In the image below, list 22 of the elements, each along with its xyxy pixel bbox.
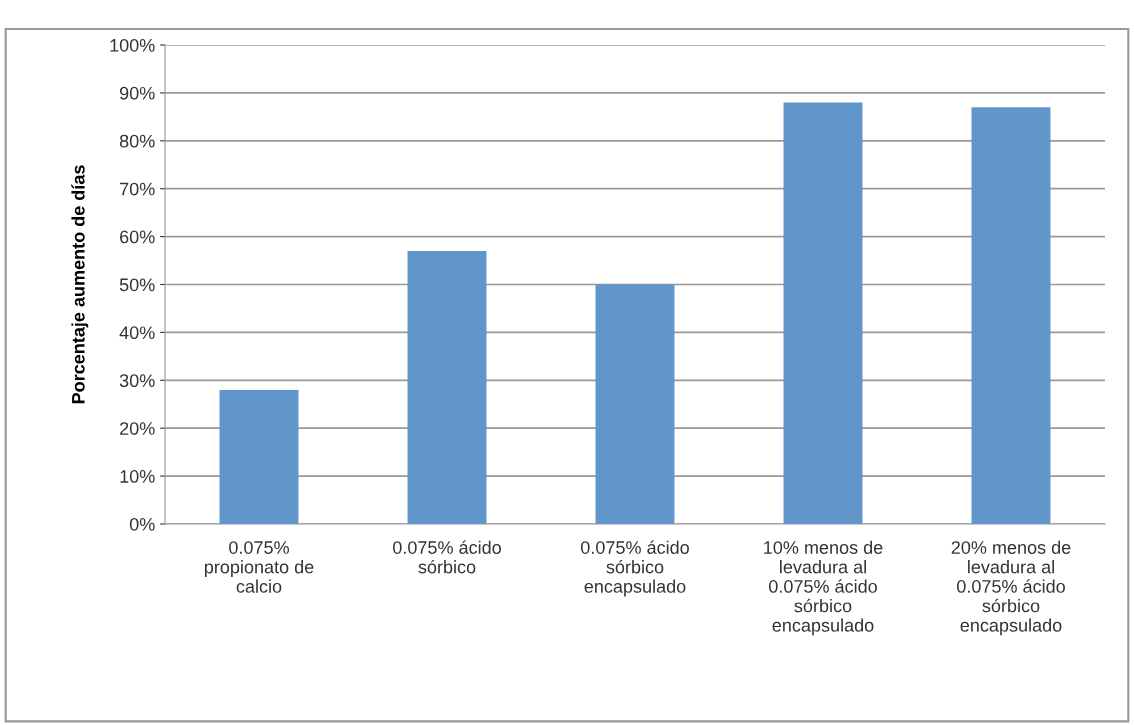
x-tick-label: 0.075% ácido sórbico encapsulado [581,540,689,597]
bar [219,389,299,524]
bar [783,102,863,524]
y-tick-label: 10% [120,470,155,483]
y-tick-label: 40% [119,326,155,340]
bar [595,284,675,524]
y-tick-label: 90% [119,86,155,100]
y-tick-label: 70% [120,182,155,196]
y-tick-label: 50% [119,278,155,292]
x-tick-label: 20% menos de levadura al 0.075% ácido sórbico encapsulado [951,540,1071,636]
y-tick-label: 60% [120,230,155,244]
y-tick-label: 0% [129,517,155,531]
bar [407,250,487,524]
bar [971,107,1051,524]
y-tick-label: 100% [110,38,155,52]
y-tick-label: 80% [119,134,155,148]
y-axis-title: Porcentaje aumento de días [71,165,89,404]
y-tick-label: 20% [120,422,155,435]
y-tick-label: 30% [119,374,155,388]
x-tick-label: 0.075% propionato de calcio [204,541,314,593]
x-tick-label: 10% menos de levadura al 0.075% ácido sórbico encapsulado [764,540,883,636]
x-tick-label: 0.075% ácido sórbico [393,540,501,574]
